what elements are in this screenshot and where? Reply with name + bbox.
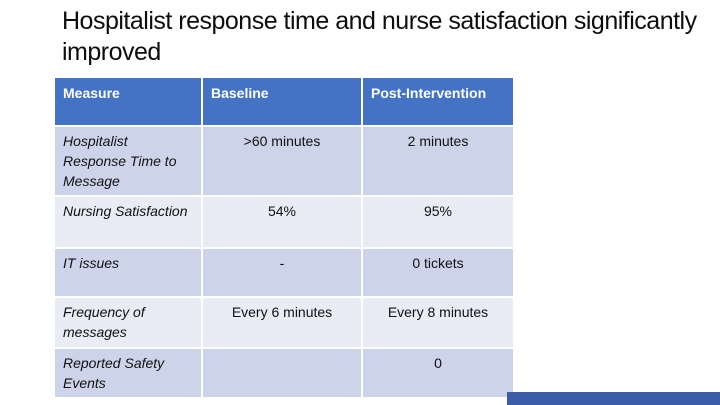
- baseline-cell: [201, 347, 363, 397]
- baseline-cell: >60 minutes: [201, 125, 363, 197]
- post-intervention-cell: Every 8 minutes: [361, 296, 513, 349]
- post-intervention-cell: 0 tickets: [361, 247, 513, 298]
- table-row: IT issues - 0 tickets: [55, 247, 513, 298]
- table-header-row: Measure Baseline Post-Intervention: [55, 78, 513, 127]
- baseline-cell: 54%: [201, 195, 363, 249]
- table-row: Reported Safety Events 0: [55, 347, 513, 397]
- table-row: Hospitalist Response Time to Message >60…: [55, 125, 513, 197]
- measure-cell: IT issues: [55, 247, 203, 298]
- slide-title: Hospitalist response time and nurse sati…: [62, 7, 697, 66]
- baseline-cell: -: [201, 247, 363, 298]
- post-intervention-cell: 95%: [361, 195, 513, 249]
- results-table: Measure Baseline Post-Intervention Hospi…: [55, 78, 513, 397]
- header-cell-measure: Measure: [55, 78, 203, 127]
- header-cell-post-intervention: Post-Intervention: [361, 78, 513, 127]
- table-row: Nursing Satisfaction 54% 95%: [55, 195, 513, 249]
- measure-cell: Frequency of messages: [55, 296, 203, 349]
- table-row: Frequency of messages Every 6 minutes Ev…: [55, 296, 513, 349]
- measure-cell: Hospitalist Response Time to Message: [55, 125, 203, 197]
- measure-cell: Nursing Satisfaction: [55, 195, 203, 249]
- post-intervention-cell: 2 minutes: [361, 125, 513, 197]
- post-intervention-cell: 0: [361, 347, 513, 397]
- header-cell-baseline: Baseline: [201, 78, 363, 127]
- measure-cell: Reported Safety Events: [55, 347, 203, 397]
- baseline-cell: Every 6 minutes: [201, 296, 363, 349]
- footer-accent-bar: [507, 392, 720, 405]
